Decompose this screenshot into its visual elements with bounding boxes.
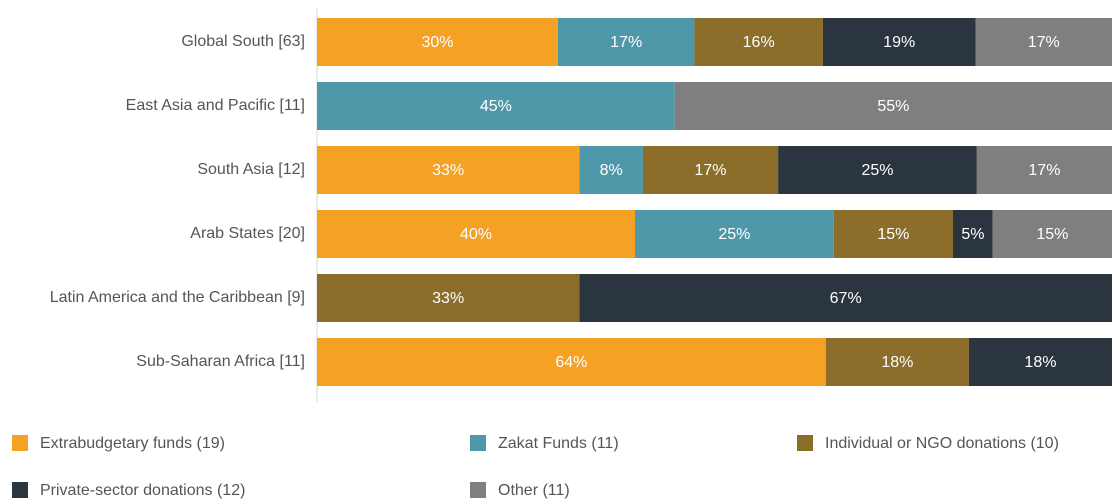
category-label: Arab States [20] [190,225,305,242]
segment-label: 40% [460,226,492,243]
bar-segment [642,146,779,194]
category-label: Latin America and the Caribbean [9] [50,289,305,306]
bar-segment [968,338,1112,386]
segment-label: 64% [555,354,587,371]
bar-segment [557,18,695,66]
legend-swatch [470,482,486,498]
category-label: East Asia and Pacific [11] [126,97,305,114]
bar-segment [825,338,969,386]
legend-swatch [470,435,486,451]
segment-label: 8% [600,162,623,179]
bar-segment [674,82,1112,130]
bar-segment [992,210,1112,258]
legend-label: Other (11) [498,482,570,499]
bar-segment [579,146,643,194]
segment-label: 18% [881,354,913,371]
segment-label: 55% [877,98,909,115]
segment-label: 16% [743,34,775,51]
segment-label: 5% [961,226,984,243]
bar-segment [778,146,977,194]
bar-segment [953,210,993,258]
segment-label: 15% [877,226,909,243]
bar-segment [317,82,675,130]
bar-segment [822,18,976,66]
segment-label: 67% [830,290,862,307]
bar-segment [635,210,834,258]
segment-label: 17% [610,34,642,51]
legend-swatch [12,482,28,498]
bar-segment [317,146,580,194]
segment-label: 33% [432,290,464,307]
bar-segment [833,210,953,258]
bar-segment [317,274,580,322]
segment-label: 25% [718,226,750,243]
bar-segment [694,18,823,66]
category-label: Global South [63] [181,33,305,50]
bar-segment [975,18,1112,66]
segment-label: 18% [1024,354,1056,371]
legend-label: Zakat Funds (11) [498,435,619,452]
segment-label: 19% [883,34,915,51]
segment-label: 25% [861,162,893,179]
bar-segment [317,18,558,66]
bar-segment [317,338,826,386]
bar-segment [579,274,1112,322]
legend-label: Extrabudgetary funds (19) [40,435,225,452]
segment-label: 17% [1028,34,1060,51]
legend-swatch [12,435,28,451]
segment-label: 33% [432,162,464,179]
bar-segment [976,146,1112,194]
segment-label: 15% [1036,226,1068,243]
bar-segment [317,210,635,258]
category-label: Sub-Saharan Africa [11] [136,353,305,370]
segment-label: 30% [421,34,453,51]
legend-label: Individual or NGO donations (10) [825,435,1059,452]
category-label: South Asia [12] [197,161,305,178]
segment-label: 17% [1028,162,1060,179]
segment-label: 17% [695,162,727,179]
legend-label: Private-sector donations (12) [40,482,245,499]
legend-swatch [797,435,813,451]
segment-label: 45% [480,98,512,115]
